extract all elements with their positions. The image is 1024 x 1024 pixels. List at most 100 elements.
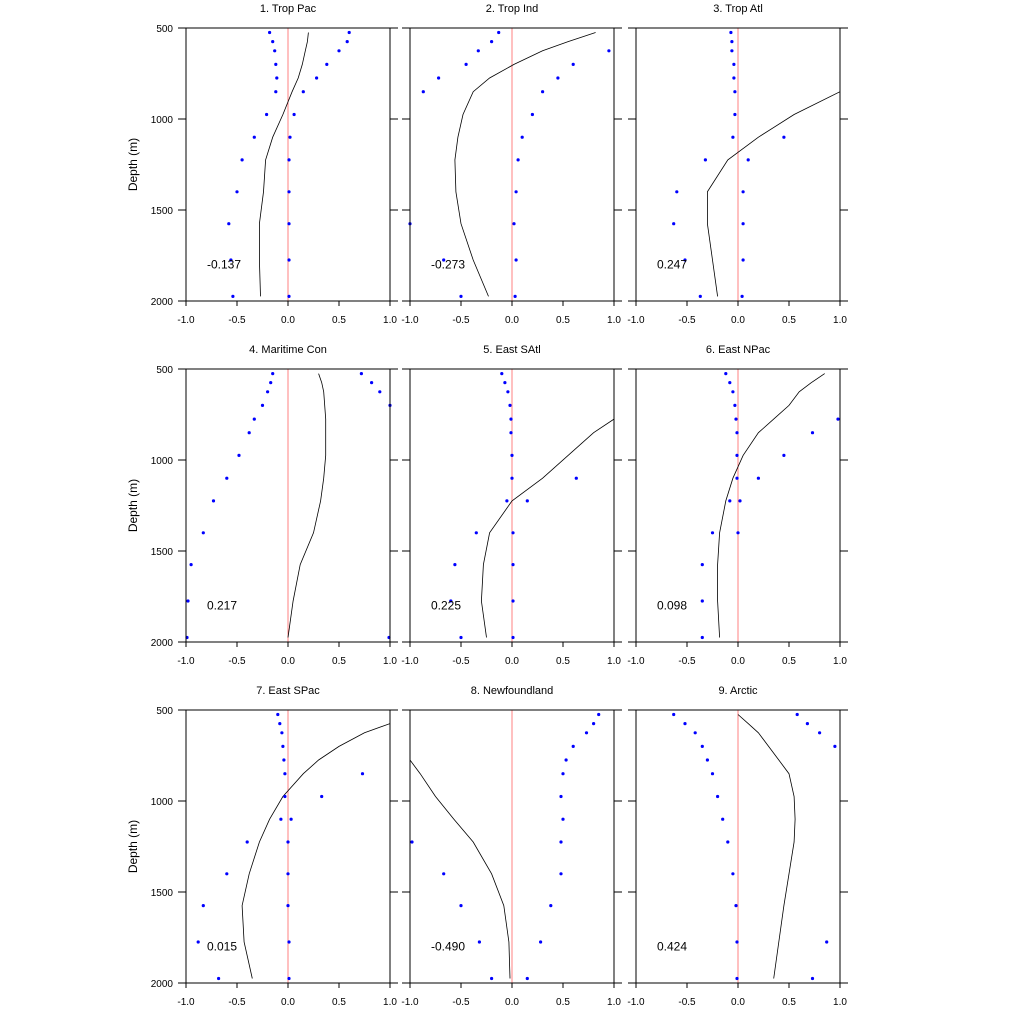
data-point xyxy=(710,772,715,776)
x-tick-label: -1.0 xyxy=(627,997,645,1008)
y-tick-label: 1000 xyxy=(151,456,174,467)
x-tick-label: 0.5 xyxy=(332,315,346,326)
data-point xyxy=(459,904,463,908)
data-point xyxy=(453,563,457,567)
x-tick-label: 1.0 xyxy=(833,656,847,667)
correlation-value: 0.217 xyxy=(207,599,237,613)
data-point xyxy=(227,222,231,226)
panel-title: 4. Maritime Con xyxy=(249,344,327,356)
profile-line xyxy=(454,32,596,297)
data-point xyxy=(421,90,425,94)
x-tick-label: -0.5 xyxy=(678,656,696,667)
data-point xyxy=(231,294,235,298)
data-point xyxy=(186,599,190,603)
data-point xyxy=(266,390,270,394)
data-point xyxy=(509,431,513,435)
data-point xyxy=(283,794,287,799)
data-point xyxy=(437,76,441,80)
data-point xyxy=(245,840,249,844)
data-point xyxy=(490,40,494,44)
data-point xyxy=(505,499,509,503)
y-tick-label: 2000 xyxy=(151,297,174,308)
data-point xyxy=(731,135,735,139)
data-point xyxy=(731,872,735,876)
data-point xyxy=(728,499,732,503)
data-point xyxy=(836,417,840,421)
x-tick-label: -0.5 xyxy=(228,656,246,667)
correlation-value: 0.098 xyxy=(657,599,687,613)
panel-title: 6. East NPac xyxy=(706,344,771,356)
data-point xyxy=(525,499,529,503)
data-point xyxy=(410,840,414,844)
data-point xyxy=(735,431,739,435)
data-point xyxy=(510,453,514,457)
data-point xyxy=(672,712,676,717)
data-point xyxy=(271,40,275,44)
data-point xyxy=(459,294,463,298)
panel-2: 2. Trop Ind -1.0 -0.5 0.0 0.5 1.0 -0.273 xyxy=(401,3,622,326)
data-point xyxy=(825,940,829,944)
data-point xyxy=(274,90,278,94)
data-point xyxy=(287,294,291,298)
data-point xyxy=(733,112,737,117)
data-point xyxy=(280,731,284,735)
data-point xyxy=(360,772,365,776)
data-point xyxy=(275,76,279,80)
data-point xyxy=(287,158,291,162)
data-point xyxy=(584,731,589,735)
data-point xyxy=(782,453,786,457)
data-point xyxy=(730,40,734,44)
x-tick-label: 0.5 xyxy=(556,997,570,1008)
x-tick-label: 0.0 xyxy=(505,656,519,667)
panel-title: 7. East SPac xyxy=(256,685,320,697)
x-tick-label: 0.5 xyxy=(782,315,796,326)
profile-line xyxy=(737,714,796,979)
data-point xyxy=(726,840,730,844)
data-point xyxy=(301,90,305,94)
x-tick-label: -0.5 xyxy=(452,997,470,1008)
profile-line xyxy=(258,32,309,297)
correlation-value: 0.015 xyxy=(207,940,237,954)
data-point xyxy=(510,476,514,480)
data-point xyxy=(240,158,244,162)
data-point xyxy=(716,794,720,799)
data-point xyxy=(514,190,518,194)
data-point xyxy=(520,135,524,139)
data-point xyxy=(672,222,676,226)
data-point xyxy=(287,258,291,262)
y-tick-label: 1000 xyxy=(151,115,174,126)
data-point xyxy=(459,635,463,640)
data-point xyxy=(810,431,815,435)
data-point xyxy=(559,840,563,844)
x-tick-label: -1.0 xyxy=(401,656,419,667)
data-point xyxy=(279,817,283,821)
data-point xyxy=(278,722,282,726)
data-point xyxy=(252,417,256,421)
data-point xyxy=(607,49,611,53)
panel-title: 5. East SAtl xyxy=(483,344,540,356)
x-tick-label: -1.0 xyxy=(177,315,195,326)
data-point xyxy=(490,976,494,981)
data-point xyxy=(732,62,736,66)
data-point xyxy=(345,40,349,44)
data-point xyxy=(289,817,293,821)
data-point xyxy=(268,30,272,35)
data-point xyxy=(282,758,286,762)
data-point xyxy=(477,940,481,944)
data-point xyxy=(700,744,704,749)
y-tick-label: 2000 xyxy=(151,979,174,990)
data-point xyxy=(559,872,563,876)
data-point xyxy=(370,381,374,385)
x-tick-label: 1.0 xyxy=(383,315,397,326)
data-point xyxy=(700,635,704,640)
panel-3: 3. Trop Atl -1.0 -0.5 0.0 0.5 1.0 0.247 xyxy=(627,3,848,326)
data-point xyxy=(508,403,512,407)
data-point xyxy=(464,62,468,66)
x-tick-label: 0.5 xyxy=(556,315,570,326)
data-point xyxy=(571,744,575,749)
x-tick-label: -1.0 xyxy=(177,656,195,667)
data-point xyxy=(724,372,728,376)
profile-line xyxy=(480,418,614,638)
x-tick-label: 0.5 xyxy=(782,997,796,1008)
data-point xyxy=(525,976,529,981)
